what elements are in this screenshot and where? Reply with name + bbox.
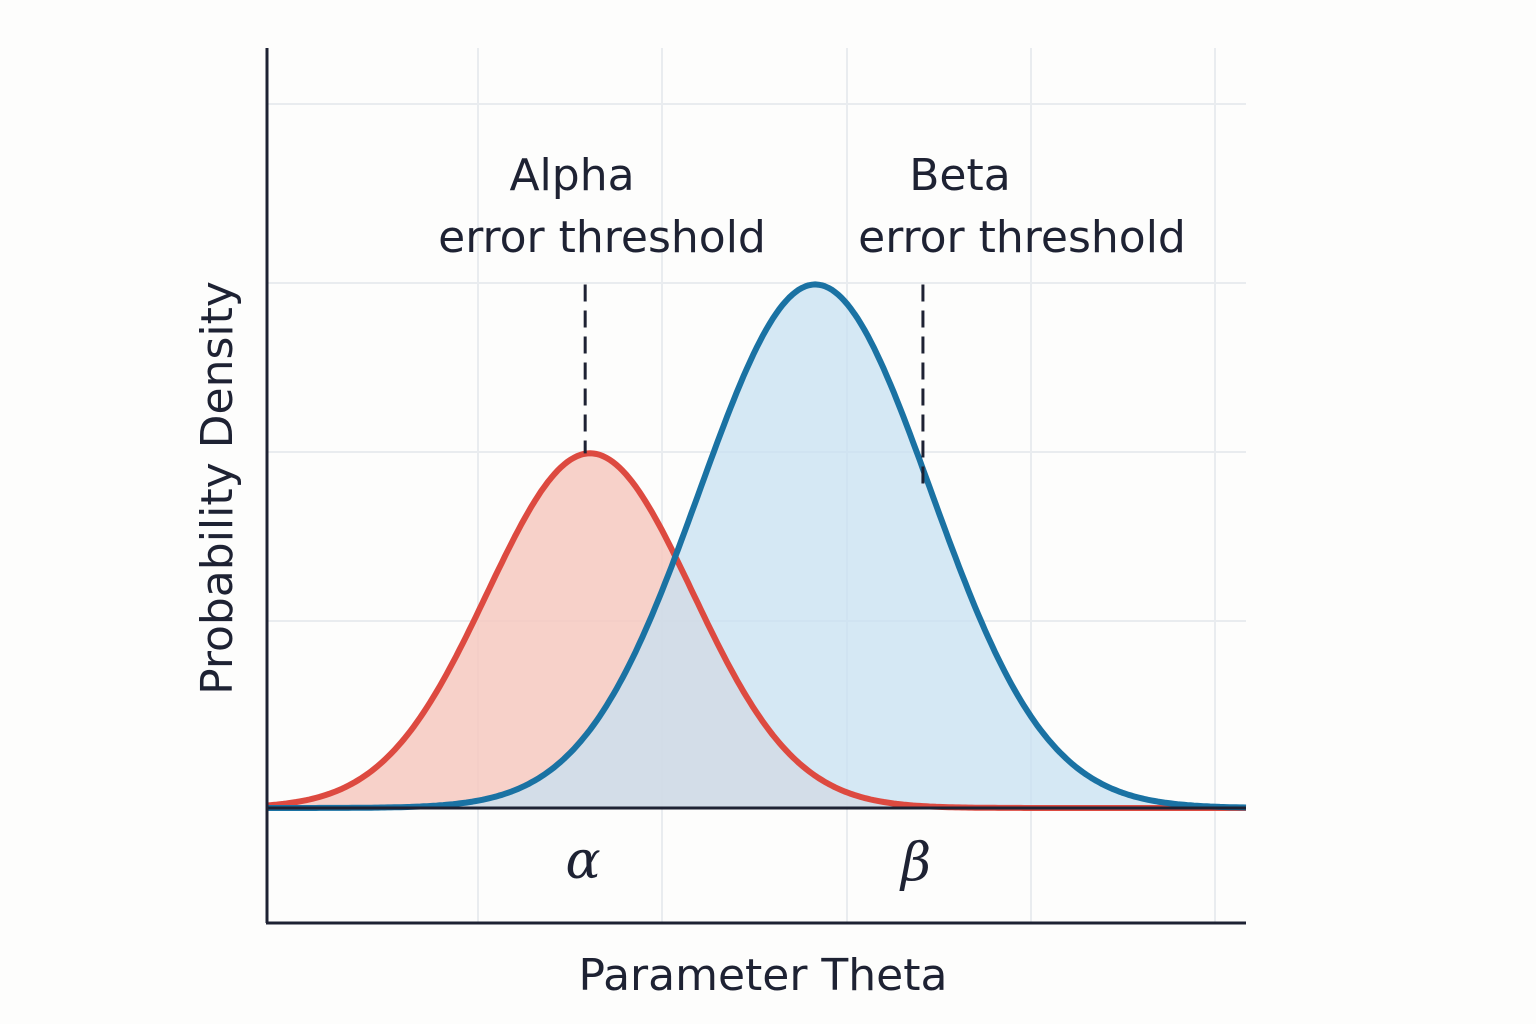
annotations: Alpha error threshold Beta error thresho… — [438, 150, 1186, 893]
alpha-density-area — [267, 453, 1246, 808]
beta-label-line1: Beta — [909, 150, 1010, 201]
beta-density-curve — [267, 281, 1247, 811]
y-axis-title: Probability Density — [192, 281, 243, 695]
axes — [265, 48, 1246, 925]
density-areas — [267, 284, 1246, 808]
beta-symbol: β — [899, 833, 931, 893]
alpha-label-line1: Alpha — [509, 150, 634, 201]
alpha-label-line2: error threshold — [438, 212, 766, 263]
beta-label-line2: error threshold — [858, 212, 1186, 263]
beta-density-area — [267, 284, 1246, 808]
x-axis-title: Parameter Theta — [579, 950, 948, 1001]
alpha-symbol: α — [565, 831, 600, 891]
